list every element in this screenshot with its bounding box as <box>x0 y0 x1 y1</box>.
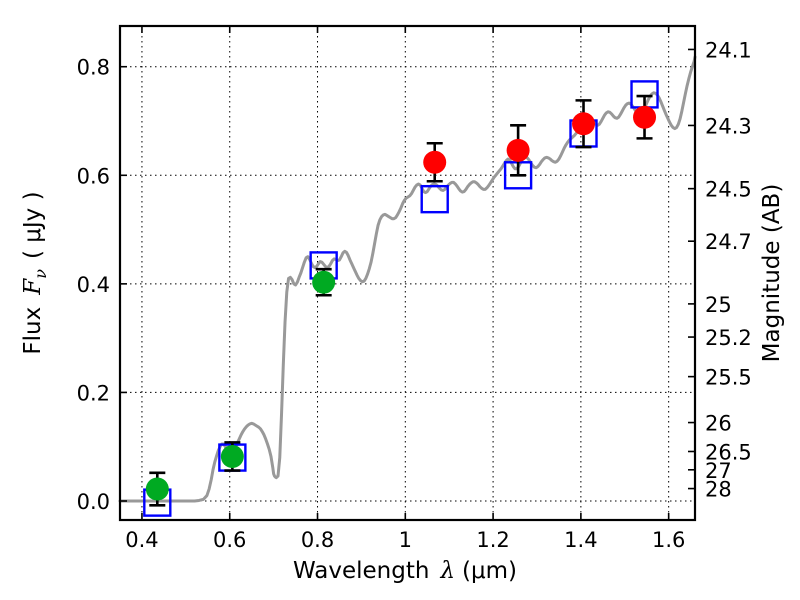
right-tick-label: 27 <box>705 459 732 483</box>
right-axis-title-text: Magnitude (AB) <box>759 184 785 363</box>
x-tick-label: 0.4 <box>125 528 158 552</box>
photometry-point <box>423 150 447 174</box>
gridlines <box>120 26 695 520</box>
right-tick-label: 25 <box>705 293 732 317</box>
spectrum-path <box>118 55 697 503</box>
observed-photometry-points <box>145 105 657 501</box>
right-tick-label: 24.3 <box>705 114 752 138</box>
x-tick-label: 1 <box>399 528 412 552</box>
x-axis-unit: (μm) <box>462 558 517 584</box>
y-axis-unit: ( μJy ) <box>20 191 46 259</box>
model-spectrum-curve <box>118 55 697 503</box>
right-tick-label: 28 <box>705 478 732 502</box>
right-tick-label: 24.1 <box>705 38 752 62</box>
right-tick-label: 26 <box>705 412 732 436</box>
right-tick-label: 25.5 <box>705 366 752 390</box>
photometry-point <box>633 105 657 129</box>
photometry-point <box>145 477 169 501</box>
right-axis-title: Magnitude (AB) <box>759 184 785 363</box>
right-tick-label: 25.2 <box>705 326 752 350</box>
plot-frame <box>118 24 697 522</box>
y-tick-label: 0.2 <box>77 381 110 405</box>
right-tick-label: 26.5 <box>705 440 752 464</box>
x-tick-label: 0.6 <box>213 528 246 552</box>
right-tick-label: 24.7 <box>705 230 752 254</box>
x-tick-label: 1.6 <box>652 528 685 552</box>
y-tick-label: 0.4 <box>77 273 110 297</box>
y-axis-title: Flux Fν ( μJy ) <box>20 191 50 354</box>
x-tick-label: 1.4 <box>564 528 597 552</box>
photometry-point <box>572 112 596 136</box>
x-axis-tick-labels: 0.4 0.6 0.8 1 1.2 1.4 1.6 <box>125 528 685 552</box>
lambda-symbol: λ <box>439 558 455 584</box>
nu-subscript: ν <box>31 269 50 279</box>
x-axis-title: Wavelength λ (μm) <box>293 558 517 584</box>
y-axis-title-word: Flux <box>20 307 46 355</box>
y-tick-label: 0.6 <box>77 164 110 188</box>
model-photometry-square <box>420 184 449 214</box>
x-axis-title-word: Wavelength <box>293 558 429 584</box>
y-axis-title-text: Flux Fν ( μJy ) <box>20 191 50 354</box>
y-tick-label: 0.8 <box>77 56 110 80</box>
x-axis-title-text: Wavelength λ (μm) <box>293 558 517 584</box>
photometry-point <box>312 270 336 294</box>
axis-tickmarks <box>120 26 695 520</box>
y-axis-tick-labels: 0.0 0.2 0.4 0.6 0.8 <box>77 56 110 514</box>
photometry-point <box>220 444 244 468</box>
right-tick-label: 24.5 <box>705 178 752 202</box>
x-tick-label: 1.2 <box>476 528 509 552</box>
flux-symbol: F <box>20 278 46 296</box>
photometry-point <box>506 138 530 162</box>
x-tick-label: 0.8 <box>301 528 334 552</box>
y-tick-label: 0.0 <box>77 490 110 514</box>
axes-frame <box>118 24 697 522</box>
